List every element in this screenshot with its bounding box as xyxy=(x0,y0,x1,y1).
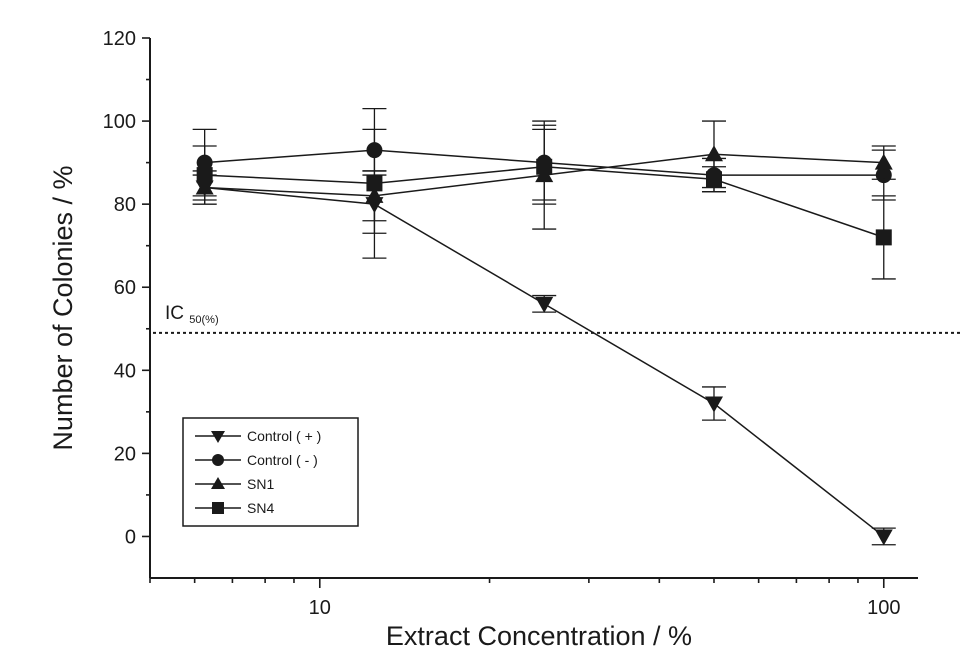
triangle-down-marker xyxy=(704,396,723,413)
square-marker xyxy=(212,502,224,514)
legend-item: Control ( + ) xyxy=(195,428,321,444)
legend-label: SN4 xyxy=(247,500,274,516)
axes: 0 20 40 60 80 100 120 10 100 Extract Concentratio… xyxy=(48,28,918,651)
square-marker xyxy=(536,158,553,175)
y-axis-title: Number of Colonies / % xyxy=(48,165,78,450)
ic50-label: IC 50(%) xyxy=(165,303,219,326)
y-tick-label: 20 xyxy=(114,443,136,465)
ic50-subscript: 50(%) xyxy=(189,314,218,326)
circle-marker xyxy=(212,454,224,466)
series-group xyxy=(192,107,896,546)
triangle-down-marker xyxy=(211,431,225,443)
triangle-up-marker xyxy=(704,145,723,162)
triangle-up-marker xyxy=(874,153,893,170)
y-tick-label: 40 xyxy=(114,360,136,382)
legend-item: SN1 xyxy=(195,476,274,492)
legend-label: SN1 xyxy=(247,476,274,492)
triangle-down-marker xyxy=(535,296,554,313)
square-marker xyxy=(875,229,892,246)
square-marker xyxy=(366,175,383,192)
y-tick-label: 80 xyxy=(114,194,136,216)
legend-item: SN4 xyxy=(195,500,274,516)
x-axis-title: Extract Concentration / % xyxy=(386,621,692,651)
legend-label: Control ( + ) xyxy=(247,428,321,444)
legend: Control ( + ) Control ( - ) SN1 SN4 xyxy=(182,417,359,527)
triangle-down-marker xyxy=(874,529,893,546)
y-tick-label: 100 xyxy=(103,111,136,133)
x-tick-label: 10 xyxy=(309,597,331,619)
legend-label: Control ( - ) xyxy=(247,452,318,468)
y-tick-label: 60 xyxy=(114,277,136,299)
y-tick-label: 0 xyxy=(125,526,136,548)
square-marker xyxy=(196,167,213,184)
x-tick-label: 100 xyxy=(867,597,900,619)
square-marker xyxy=(705,171,722,188)
legend-item: Control ( - ) xyxy=(195,452,318,468)
ic50-reference: IC 50(%) xyxy=(153,303,960,334)
y-tick-label: 120 xyxy=(103,28,136,50)
triangle-up-marker xyxy=(211,477,225,489)
series-3 xyxy=(192,107,896,280)
